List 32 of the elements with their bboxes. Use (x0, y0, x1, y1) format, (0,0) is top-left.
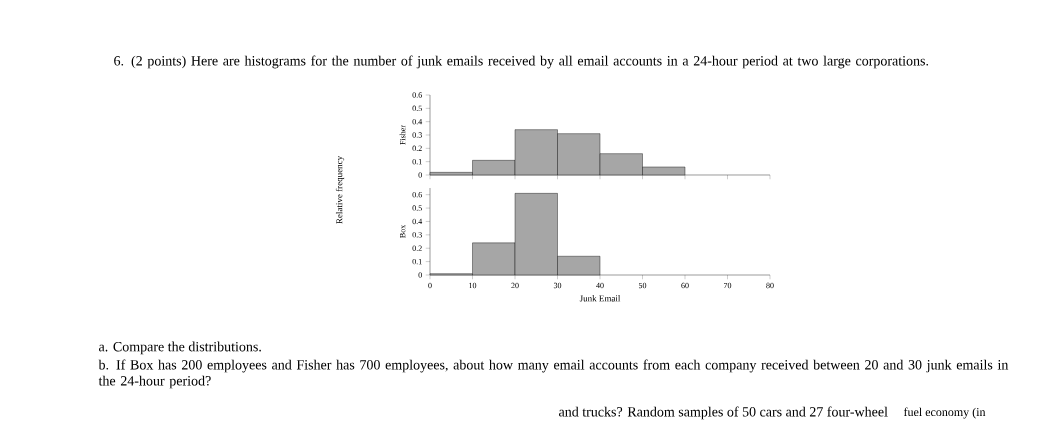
y-axis-title: Fisher (399, 125, 406, 145)
y-tick-label: 0.2 (412, 245, 422, 251)
y-tick-label: 0.5 (412, 205, 422, 211)
text: a. Compare the distributions. (99, 341, 261, 355)
y-tick-label: 0.1 (412, 158, 422, 165)
text: b. If Box has 200 employees and Fisher has 700 employees, about how many email accounts from each company received between 20 and 30 junk emails in the 24-hour period? (98, 359, 1009, 389)
text: fuel economy (in (903, 407, 986, 419)
x-tick-label: 40 (596, 282, 604, 289)
text: and trucks? Random samples of 50 cars and 27 four-wheel (559, 406, 888, 420)
x-axis-title: Junk Email (579, 295, 621, 302)
y-tick-label: 0.3 (412, 232, 422, 238)
y-axis-title: Box (400, 224, 406, 238)
x-tick-label: 20 (511, 282, 519, 289)
x-tick-label: 70 (724, 282, 732, 289)
x-tick-label: 50 (638, 282, 647, 289)
y-tick-label: 0.6 (412, 92, 422, 98)
y-tick-label: 0.1 (412, 258, 422, 265)
x-tick-label: 0 (428, 282, 432, 289)
y-tick-label: 0 (418, 272, 422, 278)
y-tick-label: 0.6 (412, 191, 422, 198)
y-tick-label: 0.2 (412, 145, 422, 152)
y-tick-label: 0.3 (412, 132, 422, 138)
x-tick-label: 10 (469, 282, 477, 289)
y-tick-label: 0.4 (412, 118, 423, 125)
y-tick-label: 0 (418, 172, 422, 178)
y-tick-label: 0.4 (412, 218, 423, 225)
chart-title: 6. (2 points) Here are histograms for the number of junk emails received by all email accounts in a 24-hour period at two large corporations. (114, 55, 929, 69)
x-tick-label: 60 (681, 282, 689, 289)
x-tick-label: 30 (553, 282, 562, 289)
x-tick-label: 80 (766, 282, 774, 289)
y-tick-label: 0.5 (412, 105, 422, 112)
text: Relative frequency (335, 155, 345, 224)
